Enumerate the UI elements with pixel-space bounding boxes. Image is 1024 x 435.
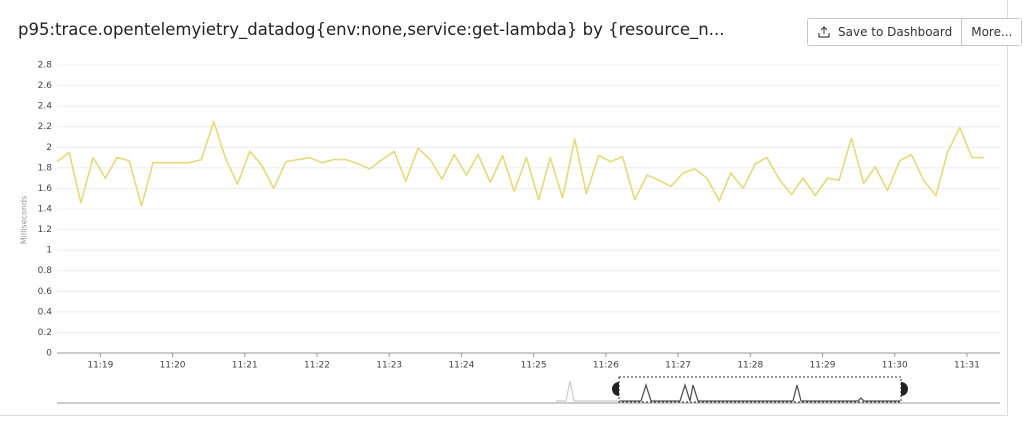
- x-tick-label: 11:23: [376, 361, 402, 371]
- y-tick-label: 1.8: [38, 163, 53, 173]
- y-tick-label: 0.4: [38, 307, 53, 317]
- x-tick-label: 11:28: [737, 361, 763, 371]
- x-tick-label: 11:24: [448, 361, 474, 371]
- x-tick-label: 11:30: [882, 361, 908, 371]
- y-tick-label: 2.4: [38, 102, 53, 112]
- y-tick-label: 0.2: [38, 328, 52, 338]
- y-tick-label: 1.6: [38, 184, 53, 194]
- y-tick-label: 0: [46, 349, 52, 359]
- y-tick-label: 0.6: [38, 287, 53, 297]
- toolbar: Save to Dashboard More...: [807, 18, 1023, 46]
- button-label: More...: [971, 25, 1013, 39]
- x-tick-label: 11:22: [304, 361, 330, 371]
- upload-icon: [818, 26, 830, 38]
- save-button[interactable]: Save to Dashboard: [808, 19, 962, 45]
- more-button[interactable]: More...: [961, 19, 1022, 45]
- y-tick-label: 2.2: [38, 122, 52, 132]
- y-tick-label: 2.6: [38, 81, 53, 91]
- y-tick-label: 2: [46, 143, 52, 153]
- y-axis-label: Milliseconds: [20, 196, 29, 245]
- y-tick-label: 1: [46, 246, 52, 256]
- data-line: [56, 120, 984, 207]
- x-tick-label: 11:29: [810, 361, 836, 371]
- x-tick-label: 11:27: [665, 361, 691, 371]
- y-tick-label: 0.8: [38, 266, 53, 276]
- x-tick-label: 11:26: [593, 361, 619, 371]
- minimap: [57, 376, 1000, 404]
- widget-title: p95:trace.opentelemyietry_datadog{env:no…: [18, 20, 725, 39]
- x-tick-label: 11:25: [521, 361, 547, 371]
- x-tick-label: 11:19: [87, 361, 113, 371]
- x-tick-label: 11:21: [232, 361, 258, 371]
- widget-card: [0, 0, 1008, 416]
- y-tick-label: 1.2: [38, 225, 52, 235]
- x-tick-label: 11:31: [954, 361, 980, 371]
- button-label: Save to Dashboard: [838, 25, 953, 39]
- x-tick-label: 11:20: [160, 361, 186, 371]
- y-tick-label: 1.4: [38, 205, 53, 215]
- y-tick-label: 2.8: [38, 61, 53, 71]
